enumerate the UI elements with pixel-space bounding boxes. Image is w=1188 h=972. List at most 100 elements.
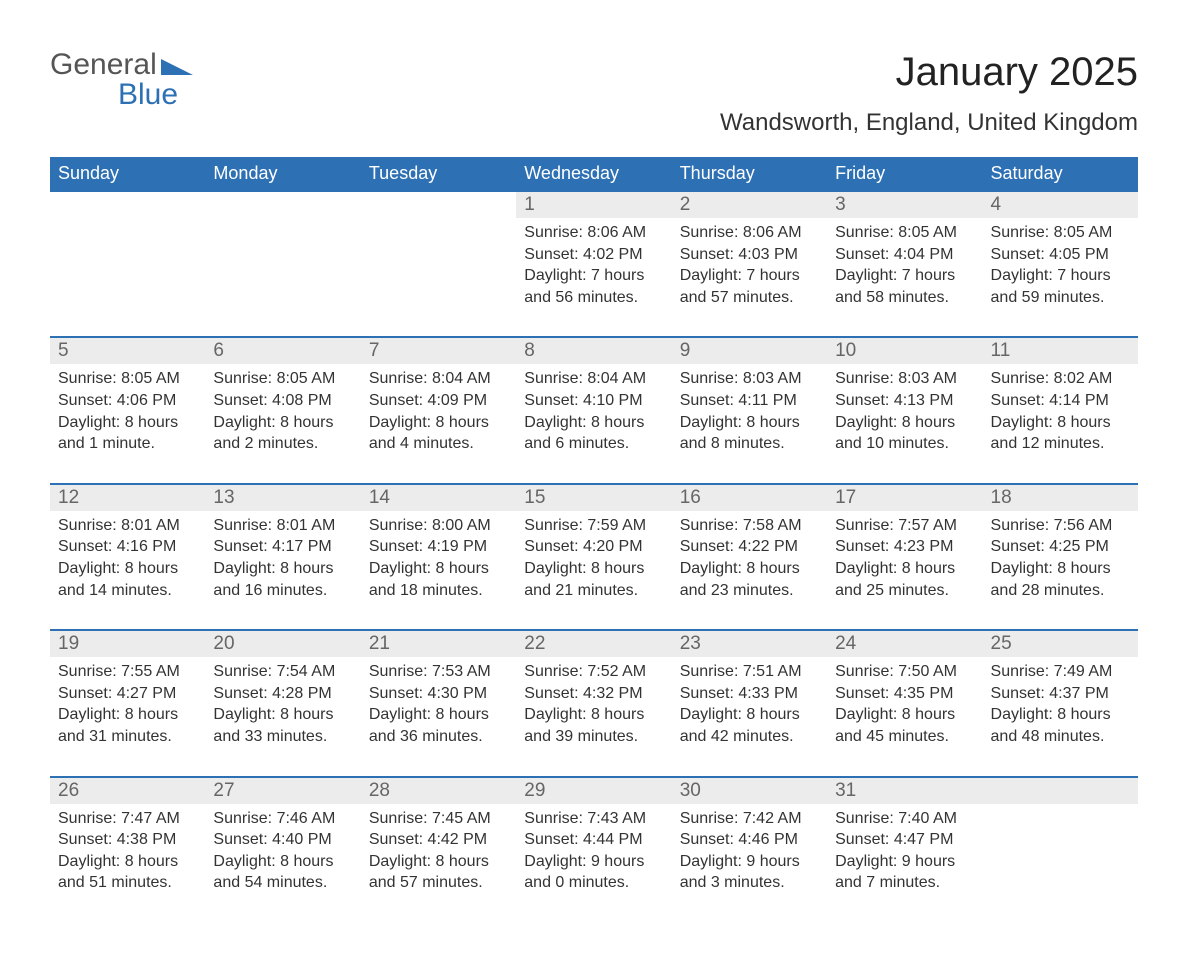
day-num: 20 <box>205 630 360 657</box>
daylight2: and 10 minutes. <box>835 435 949 452</box>
day-cell: Sunrise: 7:49 AMSunset: 4:37 PMDaylight:… <box>983 657 1138 776</box>
day-num: 8 <box>516 337 671 364</box>
day-num: 7 <box>361 337 516 364</box>
daylight1: Daylight: 8 hours <box>58 560 178 577</box>
week2-nums: 5 6 7 8 9 10 11 <box>50 337 1138 364</box>
sunrise: Sunrise: 7:47 AM <box>58 810 180 827</box>
daylight1: Daylight: 8 hours <box>369 853 489 870</box>
day-cell: Sunrise: 8:04 AMSunset: 4:10 PMDaylight:… <box>516 364 671 483</box>
sunrise: Sunrise: 7:42 AM <box>680 810 802 827</box>
sunrise: Sunrise: 8:04 AM <box>369 370 491 387</box>
day-cell: Sunrise: 7:58 AMSunset: 4:22 PMDaylight:… <box>672 511 827 630</box>
logo: General Blue <box>50 50 193 110</box>
sunrise: Sunrise: 8:06 AM <box>680 224 802 241</box>
sunrise: Sunrise: 7:40 AM <box>835 810 957 827</box>
daylight2: and 0 minutes. <box>524 874 629 891</box>
daylight1: Daylight: 8 hours <box>369 706 489 723</box>
sunrise: Sunrise: 7:52 AM <box>524 663 646 680</box>
day-cell: Sunrise: 7:40 AM Sunset: 4:47 PM Daylight:… <box>827 804 982 922</box>
day-cell: Sunrise: 8:06 AMSunset: 4:03 PMDaylight:… <box>672 218 827 337</box>
sunrise: Sunrise: 7:46 AM <box>213 810 335 827</box>
title-area: January 2025 Wandsworth, England, United… <box>720 50 1138 137</box>
sunrise: Sunrise: 7:50 AM <box>835 663 957 680</box>
daylight2: and 1 minute. <box>58 435 155 452</box>
daylight2: and 2 minutes. <box>213 435 318 452</box>
daylight1: Daylight: 8 hours <box>213 706 333 723</box>
daylight2: and 56 minutes. <box>524 289 638 306</box>
sunset: Sunset: 4:28 PM <box>213 685 331 702</box>
day-cell: Sunrise: 7:42 AMSunset: 4:46 PMDaylight:… <box>672 804 827 922</box>
day-num <box>361 191 516 218</box>
day-cell: Sunrise: 8:05 AMSunset: 4:05 PMDaylight:… <box>983 218 1138 337</box>
week1-nums: 1 2 3 4 <box>50 191 1138 218</box>
daylight2: and 31 minutes. <box>58 728 172 745</box>
day-cell: Sunrise: 7:50 AM Sunset: 4:35 PM Daylight:… <box>827 657 982 776</box>
logo-text-general: General <box>50 50 157 80</box>
daylight2: and 57 minutes. <box>369 874 483 891</box>
day-num: 24 <box>827 630 982 657</box>
day-num <box>983 777 1138 804</box>
day-num: 16 <box>672 484 827 511</box>
sunset: Sunset: 4:35 PM <box>835 685 953 702</box>
day-cell: Sunrise: 8:05 AMSunset: 4:06 PMDaylight:… <box>50 364 205 483</box>
week1-content: Sunrise: 8:06 AMSunset: 4:02 PMDaylight:… <box>50 218 1138 337</box>
daylight2: and 36 minutes. <box>369 728 483 745</box>
day-num: 14 <box>361 484 516 511</box>
daylight2: and 51 minutes. <box>58 874 172 891</box>
day-cell: Sunrise: 7:52 AMSunset: 4:32 PMDaylight:… <box>516 657 671 776</box>
sunset: Sunset: 4:19 PM <box>369 538 487 555</box>
daylight1: Daylight: 9 hours <box>835 853 955 870</box>
daylight1: Daylight: 7 hours <box>991 267 1111 284</box>
day-num: 9 <box>672 337 827 364</box>
daylight1: Daylight: 8 hours <box>680 560 800 577</box>
sunrise: Sunrise: 7:43 AM <box>524 810 646 827</box>
day-header-wed: Wednesday <box>516 157 671 191</box>
day-num: 15 <box>516 484 671 511</box>
sunrise: Sunrise: 7:56 AM <box>991 517 1113 534</box>
daylight2: and 14 minutes. <box>58 582 172 599</box>
day-cell: Sunrise: 7:47 AMSunset: 4:38 PMDaylight:… <box>50 804 205 922</box>
sunrise: Sunrise: 8:01 AM <box>58 517 180 534</box>
day-num: 13 <box>205 484 360 511</box>
day-num: 26 <box>50 777 205 804</box>
sunset: Sunset: 4:03 PM <box>680 246 798 263</box>
daylight2: and 6 minutes. <box>524 435 629 452</box>
day-num: 19 <box>50 630 205 657</box>
day-cell <box>361 218 516 337</box>
week2-content: Sunrise: 8:05 AMSunset: 4:06 PMDaylight:… <box>50 364 1138 483</box>
day-cell: Sunrise: 8:05 AMSunset: 4:04 PMDaylight:… <box>827 218 982 337</box>
day-cell: Sunrise: 7:43 AMSunset: 4:44 PMDaylight:… <box>516 804 671 922</box>
daylight1: Daylight: 8 hours <box>524 706 644 723</box>
sunset: Sunset: 4:47 PM <box>835 831 953 848</box>
day-cell: Sunrise: 8:00 AMSunset: 4:19 PMDaylight:… <box>361 511 516 630</box>
sunset: Sunset: 4:14 PM <box>991 392 1109 409</box>
sunset: Sunset: 4:46 PM <box>680 831 798 848</box>
daylight1: Daylight: 8 hours <box>835 560 955 577</box>
sunset: Sunset: 4:09 PM <box>369 392 487 409</box>
day-num: 28 <box>361 777 516 804</box>
daylight2: and 58 minutes. <box>835 289 949 306</box>
daylight2: and 28 minutes. <box>991 582 1105 599</box>
daylight2: and 59 minutes. <box>991 289 1105 306</box>
sunset: Sunset: 4:13 PM <box>835 392 953 409</box>
sunset: Sunset: 4:30 PM <box>369 685 487 702</box>
daylight1: Daylight: 8 hours <box>835 706 955 723</box>
daylight1: Daylight: 8 hours <box>680 706 800 723</box>
day-num: 22 <box>516 630 671 657</box>
daylight1: Daylight: 8 hours <box>369 560 489 577</box>
sunset: Sunset: 4:05 PM <box>991 246 1109 263</box>
day-num: 23 <box>672 630 827 657</box>
day-num: 10 <box>827 337 982 364</box>
sunrise: Sunrise: 8:02 AM <box>991 370 1113 387</box>
sunrise: Sunrise: 7:57 AM <box>835 517 957 534</box>
daylight1: Daylight: 8 hours <box>213 853 333 870</box>
daylight2: and 23 minutes. <box>680 582 794 599</box>
sunrise: Sunrise: 7:49 AM <box>991 663 1113 680</box>
daylight1: Daylight: 8 hours <box>991 706 1111 723</box>
day-num: 1 <box>516 191 671 218</box>
sunset: Sunset: 4:40 PM <box>213 831 331 848</box>
sunrise: Sunrise: 7:51 AM <box>680 663 802 680</box>
day-num: 3 <box>827 191 982 218</box>
daylight1: Daylight: 9 hours <box>524 853 644 870</box>
day-num: 18 <box>983 484 1138 511</box>
